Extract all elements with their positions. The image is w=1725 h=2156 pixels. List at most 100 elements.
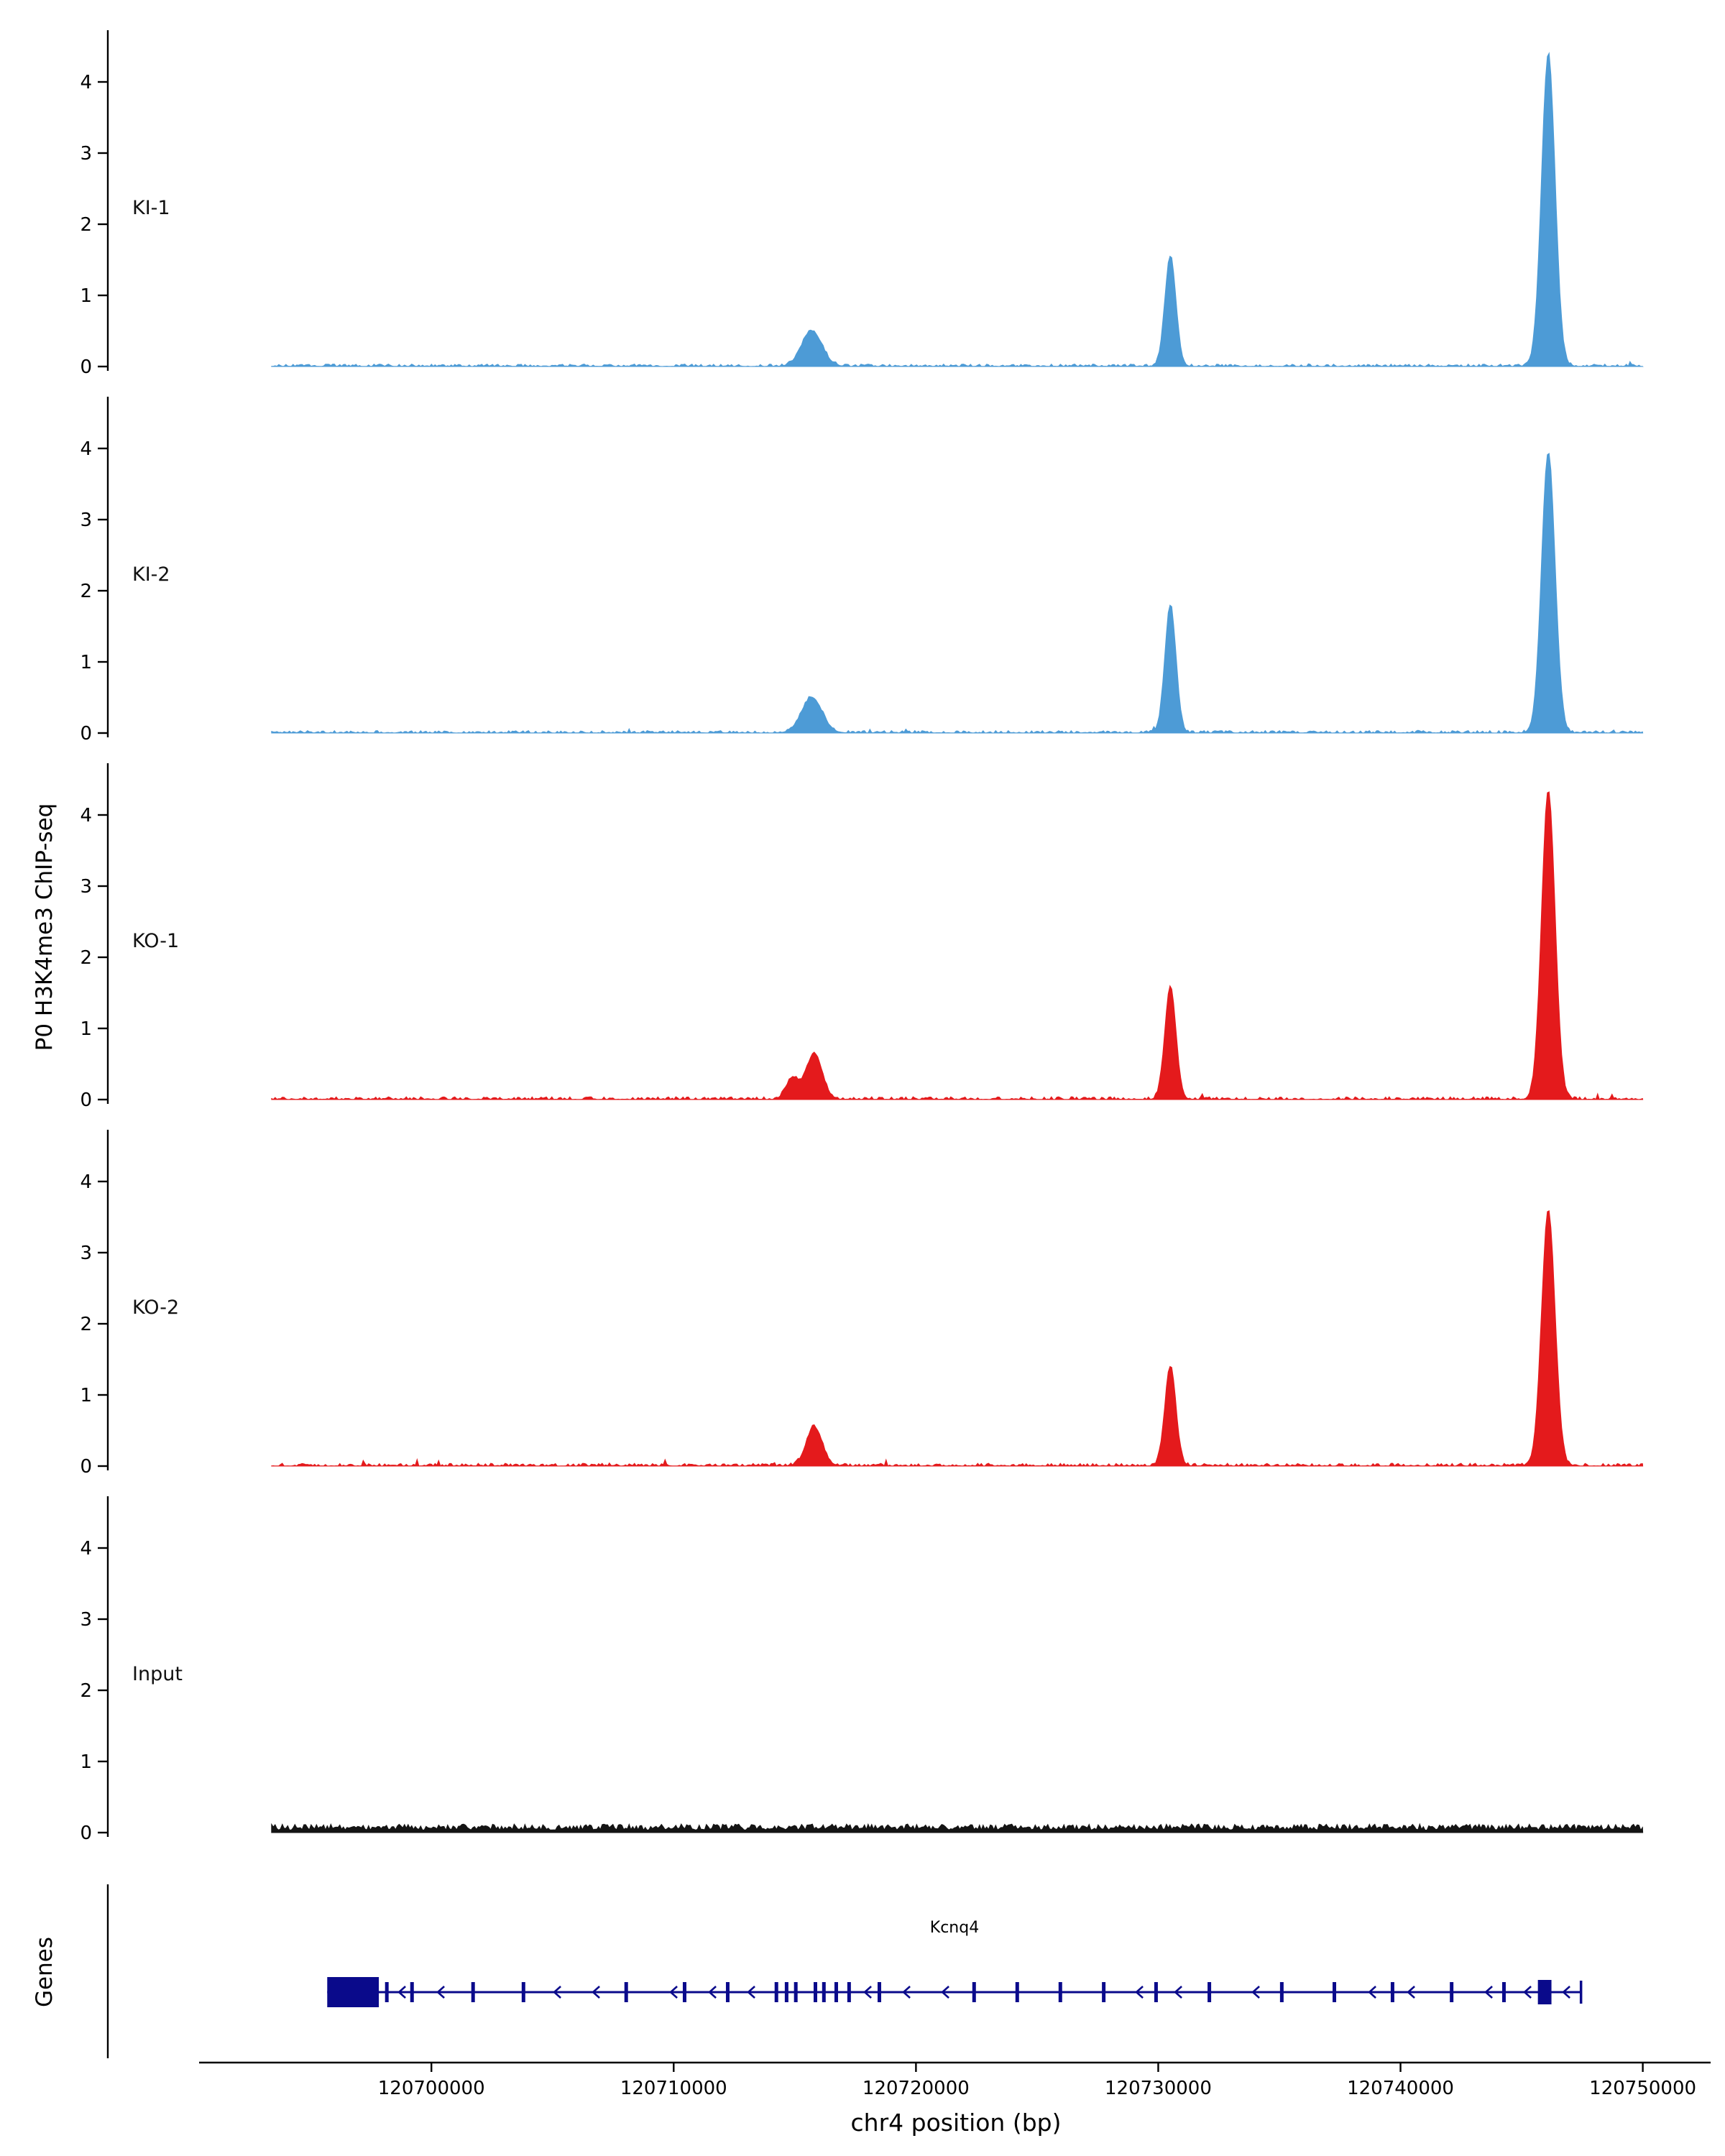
- y-tick-label: 1: [80, 1751, 92, 1773]
- gene-exon-tick: [624, 1982, 628, 2002]
- gene-exon-tick: [471, 1982, 475, 2002]
- y-tick-label: 1: [80, 1385, 92, 1406]
- track-canvas-ko-1: 0 1 2 3 4: [80, 763, 1644, 1111]
- strand-arrow-icon: [708, 1986, 717, 1999]
- track-label-ki-2: KI-2: [132, 563, 170, 586]
- track-ki-1: 0 1 2 3 4: [0, 29, 1725, 381]
- x-axis-title: chr4 position (bp): [850, 2109, 1062, 2137]
- signal-area-ki-1: [271, 52, 1644, 367]
- gene-exon-tick: [784, 1982, 788, 2002]
- gene-exon-tick: [1154, 1982, 1158, 2002]
- y-tick-label: 1: [80, 1018, 92, 1040]
- y-tick-label: 2: [80, 947, 92, 969]
- track-canvas-input: 0 1 2 3 4: [80, 1496, 1644, 1844]
- y-tick-label: 3: [80, 1609, 92, 1631]
- track-input: 0 1 2 3 4: [0, 1495, 1725, 1847]
- gene-exon-tick: [1208, 1982, 1212, 2002]
- y-tick-label: 3: [80, 510, 92, 531]
- track-canvas-ki-2: 0 1 2 3 4: [80, 397, 1644, 745]
- gene-exon-tick: [385, 1982, 389, 2002]
- y-tick-label: 0: [80, 1823, 92, 1844]
- y-tick-label: 0: [80, 356, 92, 378]
- y-tick-label: 0: [80, 1089, 92, 1111]
- y-tick-label: 3: [80, 876, 92, 898]
- strand-arrow-icon: [1251, 1986, 1260, 1999]
- strand-arrow-icon: [592, 1986, 600, 1999]
- gene-exon-tick: [847, 1982, 851, 2002]
- gene-exon-tick: [1015, 1982, 1019, 2002]
- strand-arrow-icon: [397, 1986, 406, 1999]
- gene-exon-tick: [834, 1982, 838, 2002]
- x-tick-label: 120720000: [862, 2078, 970, 2099]
- gene-name-label: Kcnq4: [929, 1919, 980, 1937]
- strand-arrow-icon: [1174, 1986, 1182, 1999]
- gene-exon-tick: [774, 1982, 778, 2002]
- gene-exon-tick: [794, 1982, 798, 2002]
- strand-arrow-icon: [1523, 1986, 1532, 1999]
- track-ko-2: 0 1 2 3 4: [0, 1128, 1725, 1480]
- y-tick-label: 2: [80, 1680, 92, 1702]
- gene-exon-tick: [813, 1982, 817, 2002]
- strand-arrow-icon: [1484, 1986, 1493, 1999]
- y-tick-label: 4: [80, 438, 92, 460]
- y-tick-label: 3: [80, 1243, 92, 1264]
- strand-arrow-icon: [1135, 1986, 1144, 1999]
- gene-exon-tick: [725, 1982, 730, 2002]
- y-tick-label: 2: [80, 581, 92, 602]
- y-tick-label: 4: [80, 1171, 92, 1193]
- strand-arrow-icon: [553, 1986, 561, 1999]
- strand-arrow-icon: [1407, 1986, 1415, 1999]
- gene-exon-tick: [682, 1982, 686, 2002]
- track-canvas-ko-2: 0 1 2 3 4: [80, 1130, 1644, 1478]
- x-tick-label: 120740000: [1347, 2078, 1454, 2099]
- x-tick-label: 120700000: [378, 2078, 485, 2099]
- track-ki-2: 0 1 2 3 4: [0, 395, 1725, 747]
- y-tick-label: 4: [80, 805, 92, 826]
- gene-exon-tick: [410, 1982, 414, 2002]
- gene-exon-tick: [1390, 1982, 1394, 2002]
- strand-arrow-icon: [863, 1986, 872, 1999]
- y-tick-label: 3: [80, 143, 92, 165]
- track-label-input: Input: [132, 1663, 183, 1685]
- x-tick-label: 120710000: [620, 2078, 727, 2099]
- signal-area-ko-1: [271, 791, 1644, 1100]
- gene-model-canvas: [106, 1884, 1583, 2058]
- track-label-ko-1: KO-1: [132, 930, 180, 952]
- y-tick-label: 2: [80, 1314, 92, 1335]
- track-label-ki-1: KI-1: [132, 197, 170, 219]
- gene-exon-tick: [1279, 1982, 1284, 2002]
- signal-area-ko-2: [271, 1210, 1644, 1467]
- y-tick-label: 4: [80, 72, 92, 93]
- y-tick-label: 0: [80, 1456, 92, 1478]
- gene-exon-tick: [1450, 1982, 1454, 2002]
- y-tick-label: 4: [80, 1538, 92, 1560]
- track-label-ko-2: KO-2: [132, 1296, 180, 1319]
- signal-area-input: [271, 1823, 1644, 1833]
- gene-exon-tick: [972, 1982, 976, 2002]
- strand-arrow-icon: [436, 1986, 445, 1999]
- strand-arrow-icon: [1368, 1986, 1376, 1999]
- gene-exon-tick: [1058, 1982, 1062, 2002]
- strand-arrow-icon: [902, 1986, 911, 1999]
- x-tick-label: 120750000: [1589, 2078, 1696, 2099]
- gene-utr-exon: [327, 1977, 380, 2007]
- x-tick-label: 120730000: [1105, 2078, 1212, 2099]
- strand-arrow-icon: [941, 1986, 949, 1999]
- gene-exon-tick: [1501, 1982, 1506, 2002]
- gene-cds-exon: [1537, 1980, 1552, 2004]
- gene-exon-tick: [1102, 1982, 1106, 2002]
- y-tick-label: 2: [80, 214, 92, 236]
- gene-exon-tick: [822, 1982, 826, 2002]
- x-axis-canvas: 120700000 120710000 120720000 120730000 1207…: [199, 2061, 1711, 2099]
- strand-arrow-icon: [747, 1986, 755, 1999]
- strand-arrow-icon: [669, 1986, 678, 1999]
- gene-exon-tick: [521, 1982, 525, 2002]
- strand-arrow-icon: [1562, 1986, 1570, 1999]
- signal-area-ki-2: [271, 453, 1644, 734]
- gene-exon-tick: [1333, 1982, 1337, 2002]
- y-tick-label: 1: [80, 285, 92, 307]
- gene-exon-tick: [877, 1982, 881, 2002]
- y-tick-label: 1: [80, 652, 92, 673]
